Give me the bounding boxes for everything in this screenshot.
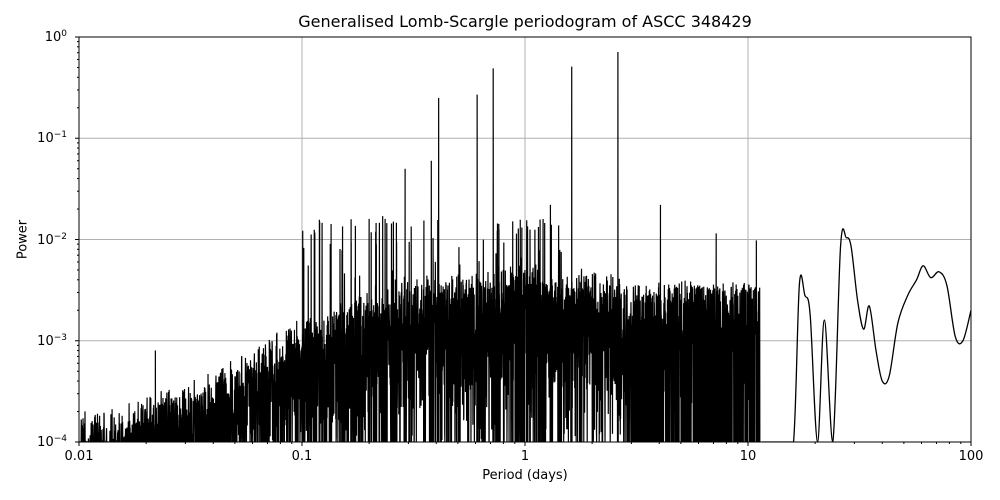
periodogram-line	[79, 52, 971, 442]
chart-title: Generalised Lomb-Scargle periodogram of …	[298, 12, 752, 31]
tick-marks	[75, 36, 972, 446]
y-tick-label: 10−1	[37, 130, 67, 147]
x-tick-label: 0.01	[64, 449, 94, 464]
y-tick-label: 100	[44, 28, 67, 46]
x-tick-label: 10	[739, 449, 757, 464]
x-tick-label: 100	[958, 449, 984, 464]
x-tick-label: 1	[520, 449, 530, 464]
y-tick-label: 10−3	[37, 332, 67, 349]
y-tick-label: 10−2	[37, 231, 67, 248]
periodogram-long-period-trace	[761, 228, 971, 442]
x-axis-label: Period (days)	[482, 468, 568, 483]
y-tick-label: 10−4	[37, 433, 67, 451]
periodogram-noise-trace	[79, 52, 761, 442]
x-tick-label: 0.1	[291, 449, 313, 464]
y-axis-label: Power	[15, 219, 31, 260]
